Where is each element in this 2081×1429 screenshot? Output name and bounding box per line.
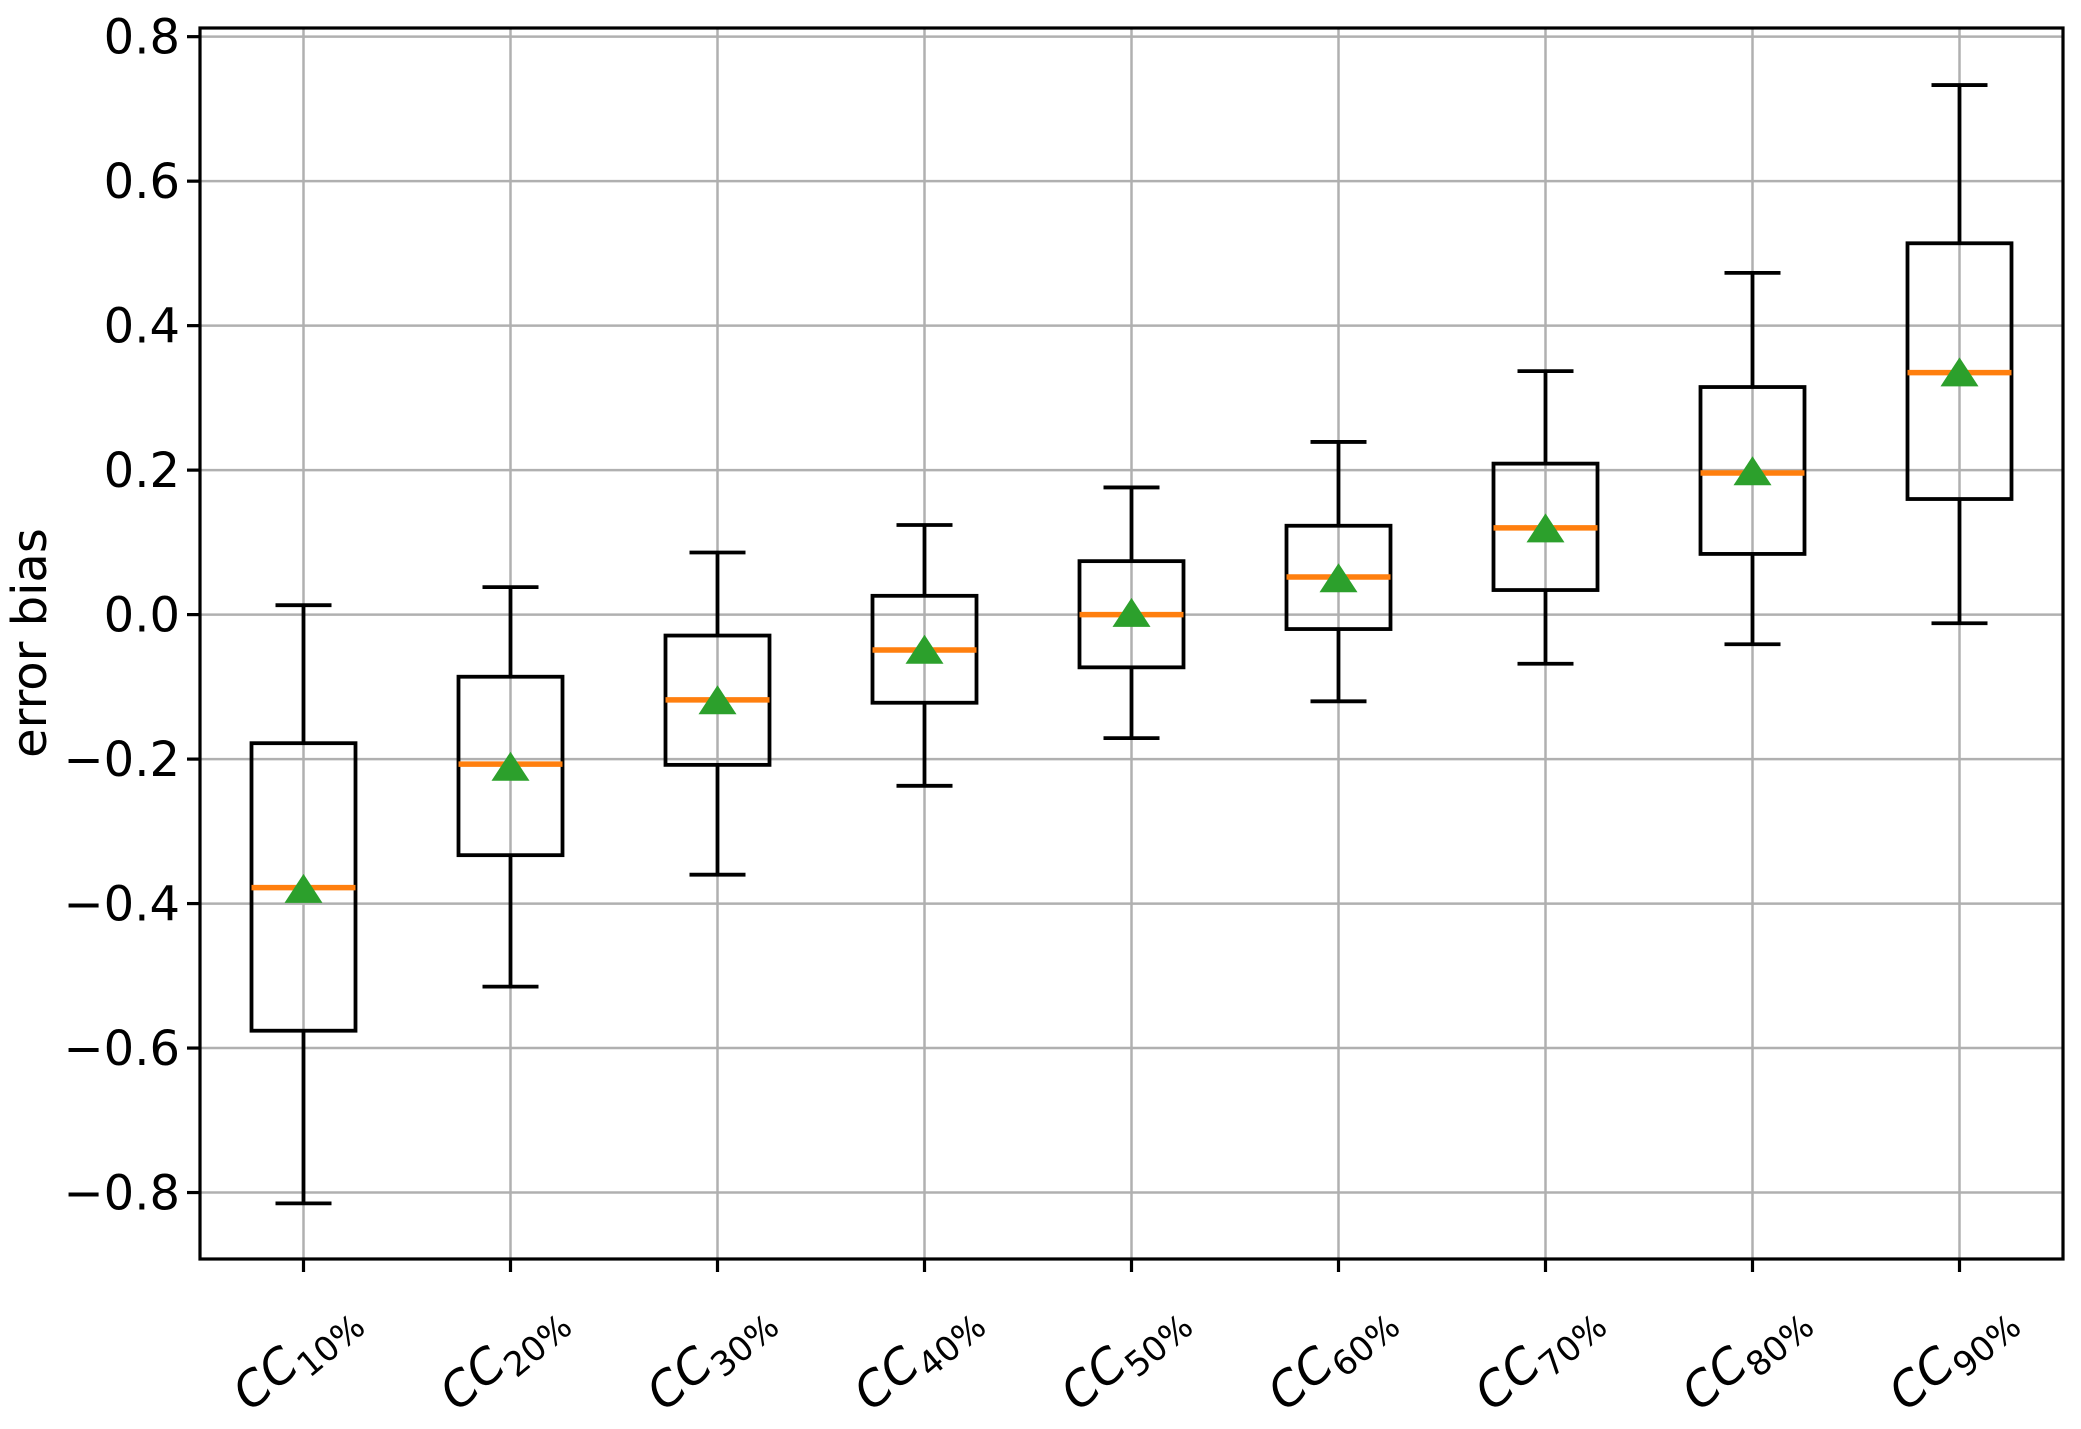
y-tick-label: 0.8	[104, 10, 180, 66]
mean-marker	[1319, 563, 1358, 593]
x-tick-label: CC10%	[222, 1287, 373, 1424]
y-tick-label: −0.6	[63, 1021, 180, 1077]
mean-marker	[905, 634, 944, 664]
box-group	[1905, 83, 2014, 626]
y-tick-label: 0.0	[104, 588, 180, 644]
x-tick-label: CC70%	[1464, 1287, 1615, 1424]
box-group	[663, 550, 772, 877]
box-group	[1284, 440, 1393, 704]
box-group	[456, 585, 565, 989]
box-group	[870, 523, 979, 788]
mean-marker	[698, 685, 737, 715]
mean-marker	[491, 751, 530, 781]
x-tick-label: CC60%	[1257, 1287, 1408, 1424]
box-group	[1491, 369, 1600, 666]
y-tick-label: 0.4	[104, 299, 180, 355]
mean-marker	[1733, 456, 1772, 486]
plot-border	[198, 26, 2065, 1261]
box-group	[1698, 270, 1807, 647]
boxes-layer	[249, 83, 2014, 1206]
mean-marker	[1940, 357, 1979, 387]
y-tick-label: −0.4	[63, 877, 180, 933]
mean-marker	[1526, 513, 1565, 543]
y-tick-label: −0.8	[63, 1166, 180, 1222]
box-group	[1077, 485, 1186, 741]
x-tick-label: CC20%	[429, 1287, 580, 1424]
mean-marker	[284, 873, 323, 903]
x-tick-label: CC40%	[843, 1287, 994, 1424]
box-group	[249, 603, 358, 1206]
y-axis-label: error bias	[2, 528, 58, 758]
x-tick-label: CC80%	[1671, 1287, 1822, 1424]
y-tick-label: −0.2	[63, 732, 180, 788]
y-tick-label: 0.6	[104, 154, 180, 210]
x-tick-label: CC90%	[1878, 1287, 2029, 1424]
mean-marker	[1112, 597, 1151, 627]
axes-layer: 0.8 0.6 0.4 0.2 0.0 −0.2 −0.4 −0.6 −0.8 CC10% CC20…	[63, 10, 2029, 1424]
x-tick-label: CC50%	[1050, 1287, 1201, 1424]
gridlines-layer	[200, 28, 2063, 1259]
y-tick-label: 0.2	[104, 443, 180, 499]
x-tick-label: CC30%	[636, 1287, 787, 1424]
